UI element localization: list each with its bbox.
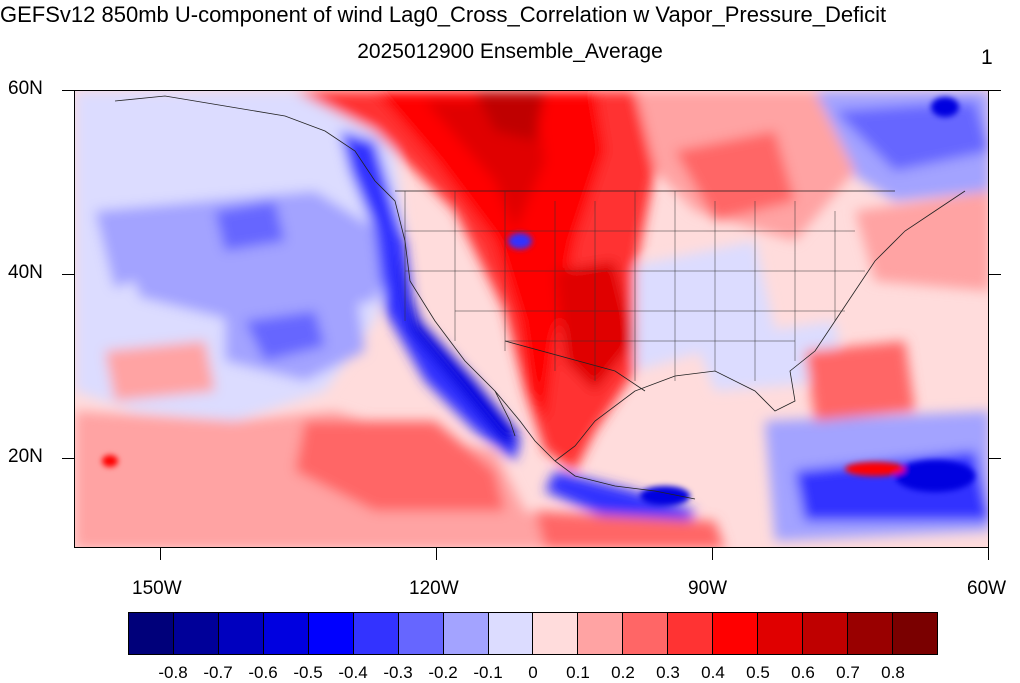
tick-40n-left: [62, 274, 74, 275]
color-legend-swatch: [758, 613, 804, 654]
tick-90w: [712, 548, 713, 560]
color-legend-label: -0.6: [248, 663, 278, 682]
color-legend-swatch: [713, 613, 759, 654]
color-legend-label: 0.7: [836, 663, 860, 682]
tick-120w: [436, 548, 437, 560]
tick-60w: [988, 548, 989, 560]
color-legend-swatch: [488, 613, 534, 654]
color-legend-label: 0.6: [791, 663, 815, 682]
lon-label-60w: 60W: [967, 578, 1007, 599]
color-legend-label: -0.7: [203, 663, 233, 682]
color-legend-label: -0.1: [473, 663, 503, 682]
color-legend-swatch: [623, 613, 669, 654]
color-legend-label: -0.4: [338, 663, 368, 682]
state-borders: [404, 191, 865, 381]
color-legend-label: -0.3: [383, 663, 413, 682]
color-legend-swatch: [263, 613, 309, 654]
lon-label-120w: 120W: [409, 578, 459, 599]
plot-subtitle: 2025012900 Ensemble_Average: [357, 40, 663, 63]
tick-60n-left: [62, 90, 74, 91]
lat-label-20n: 20N: [8, 446, 43, 467]
lon-label-90w: 90W: [688, 578, 728, 599]
color-legend-swatch: [892, 613, 937, 654]
color-legend-label: -0.2: [428, 663, 458, 682]
color-legend-swatch: [353, 613, 399, 654]
color-legend-label: 0.3: [656, 663, 680, 682]
tick-20n-right: [989, 458, 1001, 459]
color-legend-bar: [128, 612, 938, 655]
color-legend-label: 0.2: [611, 663, 635, 682]
map-field: [75, 91, 988, 547]
color-legend-swatch: [129, 613, 174, 654]
color-legend-swatch: [578, 613, 624, 654]
color-legend-label: -0.5: [293, 663, 323, 682]
color-legend-swatch: [848, 613, 893, 654]
page-number: 1: [981, 46, 993, 69]
color-legend-label: 0.1: [566, 663, 590, 682]
color-legend-label: -0.8: [158, 663, 188, 682]
color-legend-label: 0.8: [881, 663, 905, 682]
color-legend-label: 0.5: [746, 663, 770, 682]
color-legend-swatch: [533, 613, 579, 654]
correlation-map: [74, 90, 989, 548]
local-features: [102, 97, 975, 506]
lon-label-150w: 150W: [132, 578, 182, 599]
plot-title: GEFSv12 850mb U-component of wind Lag0_C…: [0, 2, 887, 27]
color-legend-swatch: [398, 613, 444, 654]
color-legend-label: 0.4: [701, 663, 725, 682]
color-legend-swatch: [173, 613, 219, 654]
color-legend-labels: -0.8 -0.7 -0.6 -0.5 -0.4 -0.3 -0.2 -0.1 0 0.1 0.2 0…: [0, 663, 1020, 683]
color-legend-swatch: [668, 613, 714, 654]
tick-40n-right: [989, 274, 1001, 275]
tick-150w: [160, 548, 161, 560]
coastlines: [114, 95, 966, 500]
color-legend-swatch: [308, 613, 354, 654]
lat-label-60n: 60N: [8, 78, 43, 99]
tick-20n-left: [62, 458, 74, 459]
tick-60n-right: [989, 90, 1001, 91]
color-legend-label: 0: [528, 663, 538, 682]
color-legend-swatch: [218, 613, 264, 654]
lat-label-40n: 40N: [8, 262, 43, 283]
color-legend-swatch: [443, 613, 489, 654]
color-legend-swatch: [803, 613, 848, 654]
